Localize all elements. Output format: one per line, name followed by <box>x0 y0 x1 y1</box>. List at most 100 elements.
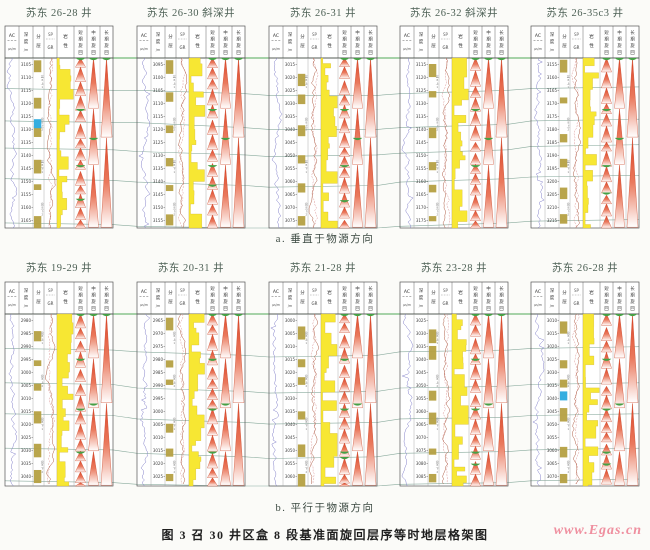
well-panel: AC μs/m 深度/m 分层 SP GR 岩性 短期旋回 中期旋回 长期旋回 3115 3120 31… <box>399 25 509 229</box>
flooding-surface-cap <box>207 451 218 454</box>
base-level-cycle-triangle <box>220 57 231 109</box>
base-level-cycle-triangle <box>470 141 481 152</box>
svg-text:3185: 3185 <box>547 140 558 145</box>
sp-curve <box>178 57 187 229</box>
svg-text:/m: /m <box>550 48 555 52</box>
svg-text:长期旋回: 长期旋回 <box>630 285 635 312</box>
base-level-cycle-triangle <box>601 313 612 326</box>
lithology-fill <box>320 57 338 229</box>
flooding-surface-cap <box>614 403 625 406</box>
svg-text:3160: 3160 <box>547 75 558 80</box>
svg-text:3055: 3055 <box>285 166 296 171</box>
flooding-surface-cap <box>207 184 218 187</box>
flooding-surface-cap <box>470 463 481 466</box>
svg-text:长期旋回: 长期旋回 <box>499 29 504 56</box>
svg-text:分层: 分层 <box>300 33 305 49</box>
base-level-cycle-triangle <box>601 367 612 385</box>
figure-caption: 图 3 召 30 井区盒 8 段基准面旋回层序等时地层格架图 <box>161 528 489 542</box>
svg-text:3040: 3040 <box>285 127 296 132</box>
svg-text:岩性: 岩性 <box>195 289 200 305</box>
svg-text:3140: 3140 <box>416 127 427 132</box>
svg-text:3015: 3015 <box>153 448 164 453</box>
lithology-fill <box>582 313 600 487</box>
svg-text:SP: SP <box>48 288 54 293</box>
well-title: 苏东 26-32 斜深井 <box>409 8 499 19</box>
well-title: 苏东 23-28 井 <box>420 263 488 274</box>
svg-text:岩性: 岩性 <box>589 289 594 305</box>
svg-text:GR: GR <box>574 301 580 306</box>
svg-text:AC: AC <box>273 33 279 39</box>
flooding-surface-cap <box>470 109 481 112</box>
base-level-cycle-triangle <box>88 408 99 451</box>
svg-text:短期旋回: 短期旋回 <box>342 29 347 56</box>
svg-text:岩性: 岩性 <box>327 289 332 305</box>
svg-text:/m: /m <box>419 48 424 52</box>
flooding-surface-cap <box>75 109 86 112</box>
flooding-surface-cap <box>339 165 350 168</box>
svg-text:3035: 3035 <box>285 409 296 414</box>
flooding-surface-cap <box>496 314 507 317</box>
svg-text:3135: 3135 <box>153 166 164 171</box>
svg-text:AC: AC <box>9 289 15 295</box>
svg-text:3010: 3010 <box>285 344 296 349</box>
flooding-surface-cap <box>483 137 494 141</box>
flooding-surface-cap <box>470 58 481 61</box>
svg-text:分层: 分层 <box>300 289 305 305</box>
svg-text:SP: SP <box>180 288 186 293</box>
well-title: 苏东 21-28 井 <box>289 263 357 274</box>
sp-curve <box>310 313 317 485</box>
base-level-cycle-triangle <box>352 57 363 109</box>
svg-text:短期旋回: 短期旋回 <box>78 29 83 56</box>
svg-text:3125: 3125 <box>416 88 427 93</box>
svg-text:深度: 深度 <box>288 287 293 301</box>
svg-text:3120: 3120 <box>416 75 427 80</box>
base-level-cycle-triangle <box>75 159 86 170</box>
base-level-cycle-triangle <box>338 482 351 487</box>
svg-text:3125: 3125 <box>153 140 164 145</box>
sp-curve <box>571 57 580 228</box>
svg-text:3120: 3120 <box>21 101 32 106</box>
flooding-surface-cap <box>339 314 350 317</box>
lithology-fill <box>320 313 338 487</box>
svg-text:3140: 3140 <box>21 153 32 158</box>
svg-text:SP: SP <box>312 288 318 293</box>
base-level-cycle-triangle <box>626 313 639 403</box>
svg-text:3030: 3030 <box>285 396 296 401</box>
svg-text:3035: 3035 <box>285 114 296 119</box>
flooding-surface-cap <box>75 408 86 411</box>
base-level-cycle-triangle <box>626 57 639 138</box>
svg-text:3065: 3065 <box>285 192 296 197</box>
svg-text:3020: 3020 <box>153 461 164 466</box>
svg-text:3145: 3145 <box>416 140 427 145</box>
svg-text:3130: 3130 <box>153 153 164 158</box>
base-level-cycle-triangle <box>352 165 363 228</box>
well-panel: AC μs/m 深度/m 分层 SP GR 岩性 短期旋回 中期旋回 长期旋回 3095 3100 31… <box>136 25 246 229</box>
svg-text:/m: /m <box>156 48 161 52</box>
svg-text:GR: GR <box>312 301 318 306</box>
flooding-surface-cap <box>352 137 363 141</box>
svg-text:长期旋回: 长期旋回 <box>104 285 109 312</box>
svg-text:3150: 3150 <box>416 153 427 158</box>
gr-curve <box>441 313 451 485</box>
svg-text:3005: 3005 <box>21 383 32 388</box>
flooding-surface-cap <box>75 198 86 201</box>
base-level-cycle-triangle <box>352 358 363 408</box>
base-level-cycle-triangle <box>626 403 639 486</box>
svg-text:岩性: 岩性 <box>195 33 200 49</box>
svg-text:深度: 深度 <box>419 287 424 301</box>
base-level-cycle-triangle <box>626 137 639 228</box>
base-level-cycle-triangle <box>232 403 245 486</box>
